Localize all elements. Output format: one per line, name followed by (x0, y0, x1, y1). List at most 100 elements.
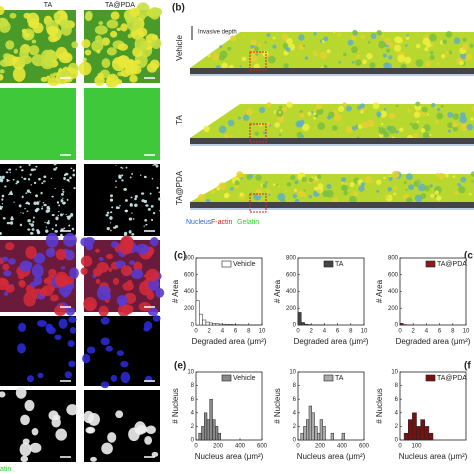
render-bump (299, 119, 305, 125)
x-tick-label: 2 (208, 329, 212, 335)
render-bump (387, 186, 393, 192)
render-bump (470, 171, 474, 177)
render-bump (360, 110, 364, 114)
cell (129, 203, 133, 205)
render-bump (388, 176, 393, 182)
roi-box (249, 51, 267, 71)
cell (153, 162, 157, 166)
bar (428, 432, 434, 441)
cell (19, 166, 22, 168)
render-bump (378, 40, 386, 49)
cell (122, 282, 134, 291)
cell (20, 414, 30, 426)
render-bump (356, 54, 361, 59)
render-bump (283, 63, 289, 69)
render-bump (416, 120, 419, 123)
x-tick-label: 100 (411, 444, 422, 450)
render-bump (383, 176, 386, 180)
render-bump (274, 122, 280, 128)
cell (151, 451, 159, 458)
cell (94, 25, 108, 35)
render-bump (312, 50, 319, 57)
bar (225, 324, 230, 326)
cell (2, 194, 4, 196)
legend-swatch (323, 260, 334, 268)
micrograph (84, 88, 160, 160)
render-bump (437, 107, 441, 112)
render-bump (405, 44, 408, 47)
render-bump (250, 54, 258, 62)
cell (60, 266, 66, 270)
cell (152, 211, 156, 215)
panel-label: (c (464, 251, 473, 262)
cell (43, 203, 47, 207)
y-axis-label: # Nucleus (273, 388, 282, 424)
x-tick-label: 10 (463, 329, 470, 335)
cell (27, 177, 31, 181)
cell (55, 166, 58, 169)
cell (21, 28, 27, 34)
cell (62, 190, 65, 193)
bar (303, 426, 307, 441)
render-bump (262, 131, 266, 135)
cell (57, 214, 59, 217)
cell (41, 207, 44, 210)
cell (128, 230, 132, 234)
x-tick-label: 0 (194, 444, 198, 450)
cell (0, 17, 9, 28)
cell (96, 49, 101, 54)
cell (95, 248, 100, 253)
cell (51, 213, 55, 217)
cell (61, 188, 64, 191)
render-bump (342, 102, 347, 107)
x-tick-label: 2 (310, 329, 314, 335)
render-bump (347, 39, 354, 46)
render-bump (376, 111, 382, 117)
y-tick-label: 2 (293, 424, 297, 430)
cell (29, 442, 42, 453)
render-bump (417, 183, 426, 192)
cell (66, 404, 79, 416)
render-bump (415, 101, 421, 107)
cell (95, 278, 101, 284)
render-bump (378, 127, 386, 135)
cell (105, 214, 109, 217)
render-bump (286, 182, 292, 187)
render-bump (349, 182, 355, 188)
render-bump (227, 46, 232, 51)
cell (51, 228, 54, 231)
cell (155, 164, 159, 168)
cell (65, 213, 67, 216)
cell (54, 305, 67, 316)
cell (105, 345, 113, 352)
cell (116, 350, 124, 356)
legend-swatch (425, 374, 436, 382)
render-bump (453, 37, 461, 45)
render-bump (351, 60, 355, 64)
cell (23, 177, 27, 181)
cell (30, 184, 33, 186)
render-bump (423, 124, 431, 132)
cell (124, 199, 128, 202)
cell (23, 32, 30, 38)
cell (121, 179, 124, 182)
render-bump (376, 179, 382, 185)
render-bump (435, 120, 439, 124)
x-axis-label: Degraded area (μm²) (192, 337, 267, 346)
cell (145, 223, 148, 226)
cell (60, 192, 64, 196)
cell (131, 268, 144, 280)
x-tick-label: 10 (259, 329, 266, 335)
depth-label: Invasive depth (198, 30, 237, 36)
cell (101, 37, 110, 46)
cell (156, 186, 159, 190)
cell (120, 23, 128, 32)
y-axis-label: # Nucleus (171, 388, 180, 424)
cell (110, 229, 112, 232)
render-bump (369, 62, 376, 69)
cell (1, 175, 5, 179)
render-bump (323, 36, 329, 42)
cell (106, 227, 110, 231)
cell (31, 39, 37, 44)
y-tick-label: 10 (391, 370, 398, 376)
